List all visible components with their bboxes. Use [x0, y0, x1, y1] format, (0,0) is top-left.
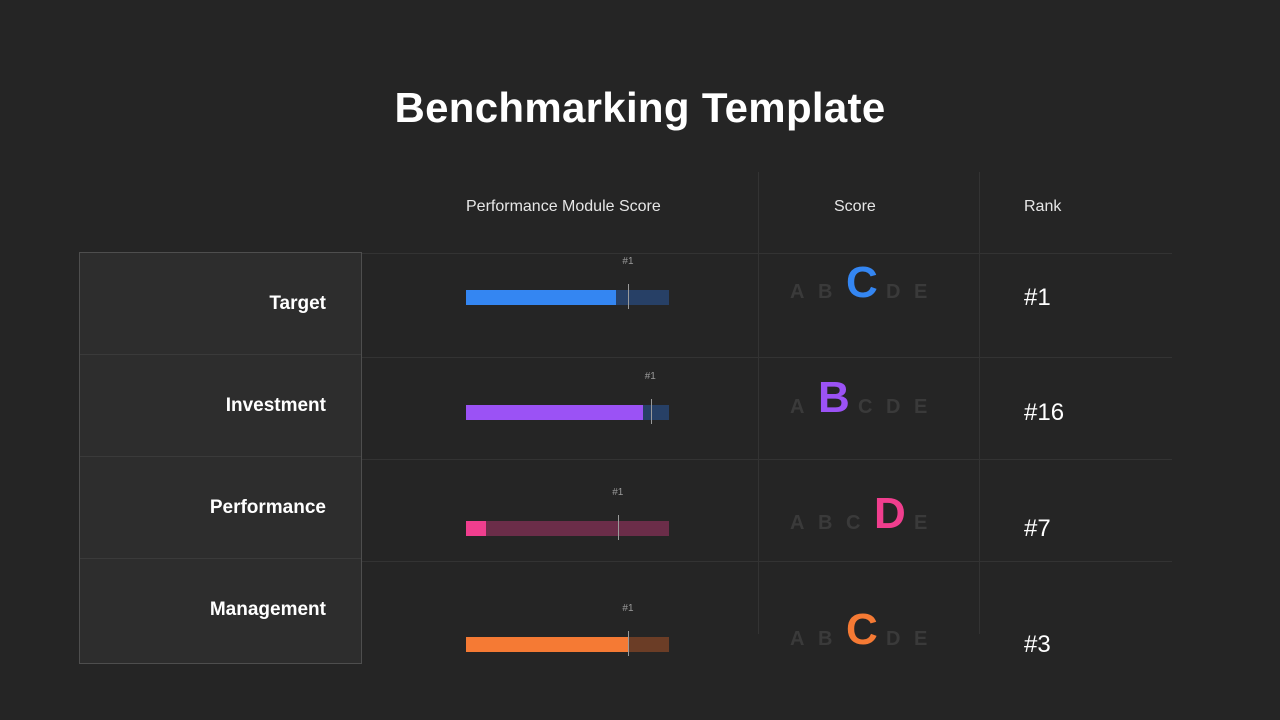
page-title: Benchmarking Template [394, 84, 886, 131]
category-label: Target [269, 293, 326, 314]
label-cell: Management [80, 559, 361, 661]
score-bar-fill [466, 521, 487, 536]
grade-letter: E [914, 281, 928, 303]
grade-letter-selected: D [874, 489, 906, 538]
grade-letter: A [790, 396, 805, 418]
score-bar-fill [466, 637, 629, 652]
row-divider [362, 459, 1172, 460]
grade-letter-selected: C [846, 258, 878, 307]
header-rank: Rank [1024, 198, 1062, 215]
benchmark-label: #1 [622, 603, 634, 614]
category-label: Management [209, 599, 326, 620]
grade-letter: E [914, 512, 928, 534]
benchmark-label: #1 [622, 256, 634, 267]
grade-letter: D [886, 628, 901, 650]
category-label: Performance [209, 497, 326, 518]
grade-letter: D [886, 281, 901, 303]
label-cell: Investment [80, 355, 361, 457]
grade-letter: A [790, 512, 805, 534]
benchmark-marker [628, 631, 630, 656]
category-labels-panel: Target Investment Performance Management [79, 252, 362, 664]
column-divider [758, 172, 759, 634]
benchmark-marker [618, 515, 620, 540]
score-bar-fill [466, 405, 643, 420]
rank-value: #7 [1024, 515, 1051, 542]
rank-value: #3 [1024, 631, 1051, 658]
grade-letter: A [790, 281, 805, 303]
column-divider [979, 172, 980, 634]
grade-letter: B [818, 628, 833, 650]
score-bar-track: #1 [466, 487, 669, 540]
grade-letter: C [858, 396, 873, 418]
grade-letter: D [886, 396, 901, 418]
header-module-score: Performance Module Score [466, 198, 661, 215]
label-cell: Performance [80, 457, 361, 559]
grade-letter: C [846, 512, 861, 534]
benchmark-marker [650, 399, 652, 424]
row-divider [362, 253, 1172, 254]
grade-letter-selected: B [818, 373, 850, 422]
score-bar-track: #1 [466, 256, 669, 309]
score-bar-track: #1 [466, 371, 669, 424]
grade-letter: B [818, 512, 833, 534]
grade-letter: A [790, 628, 805, 650]
grade-letter: E [914, 628, 928, 650]
header-score: Score [834, 198, 876, 215]
benchmark-label: #1 [644, 371, 656, 382]
grade-letter: E [914, 396, 928, 418]
score-bar-fill [466, 290, 617, 305]
grade-letter-selected: C [846, 605, 878, 654]
benchmark-label: #1 [612, 487, 624, 498]
row-divider [362, 561, 1172, 562]
grade-letter: B [818, 281, 833, 303]
row-divider [362, 357, 1172, 358]
label-cell: Target [80, 253, 361, 355]
score-bar-track: #1 [466, 603, 669, 656]
rank-value: #1 [1024, 284, 1051, 311]
category-label: Investment [225, 395, 326, 416]
benchmark-marker [628, 284, 630, 309]
rank-value: #16 [1024, 399, 1065, 426]
